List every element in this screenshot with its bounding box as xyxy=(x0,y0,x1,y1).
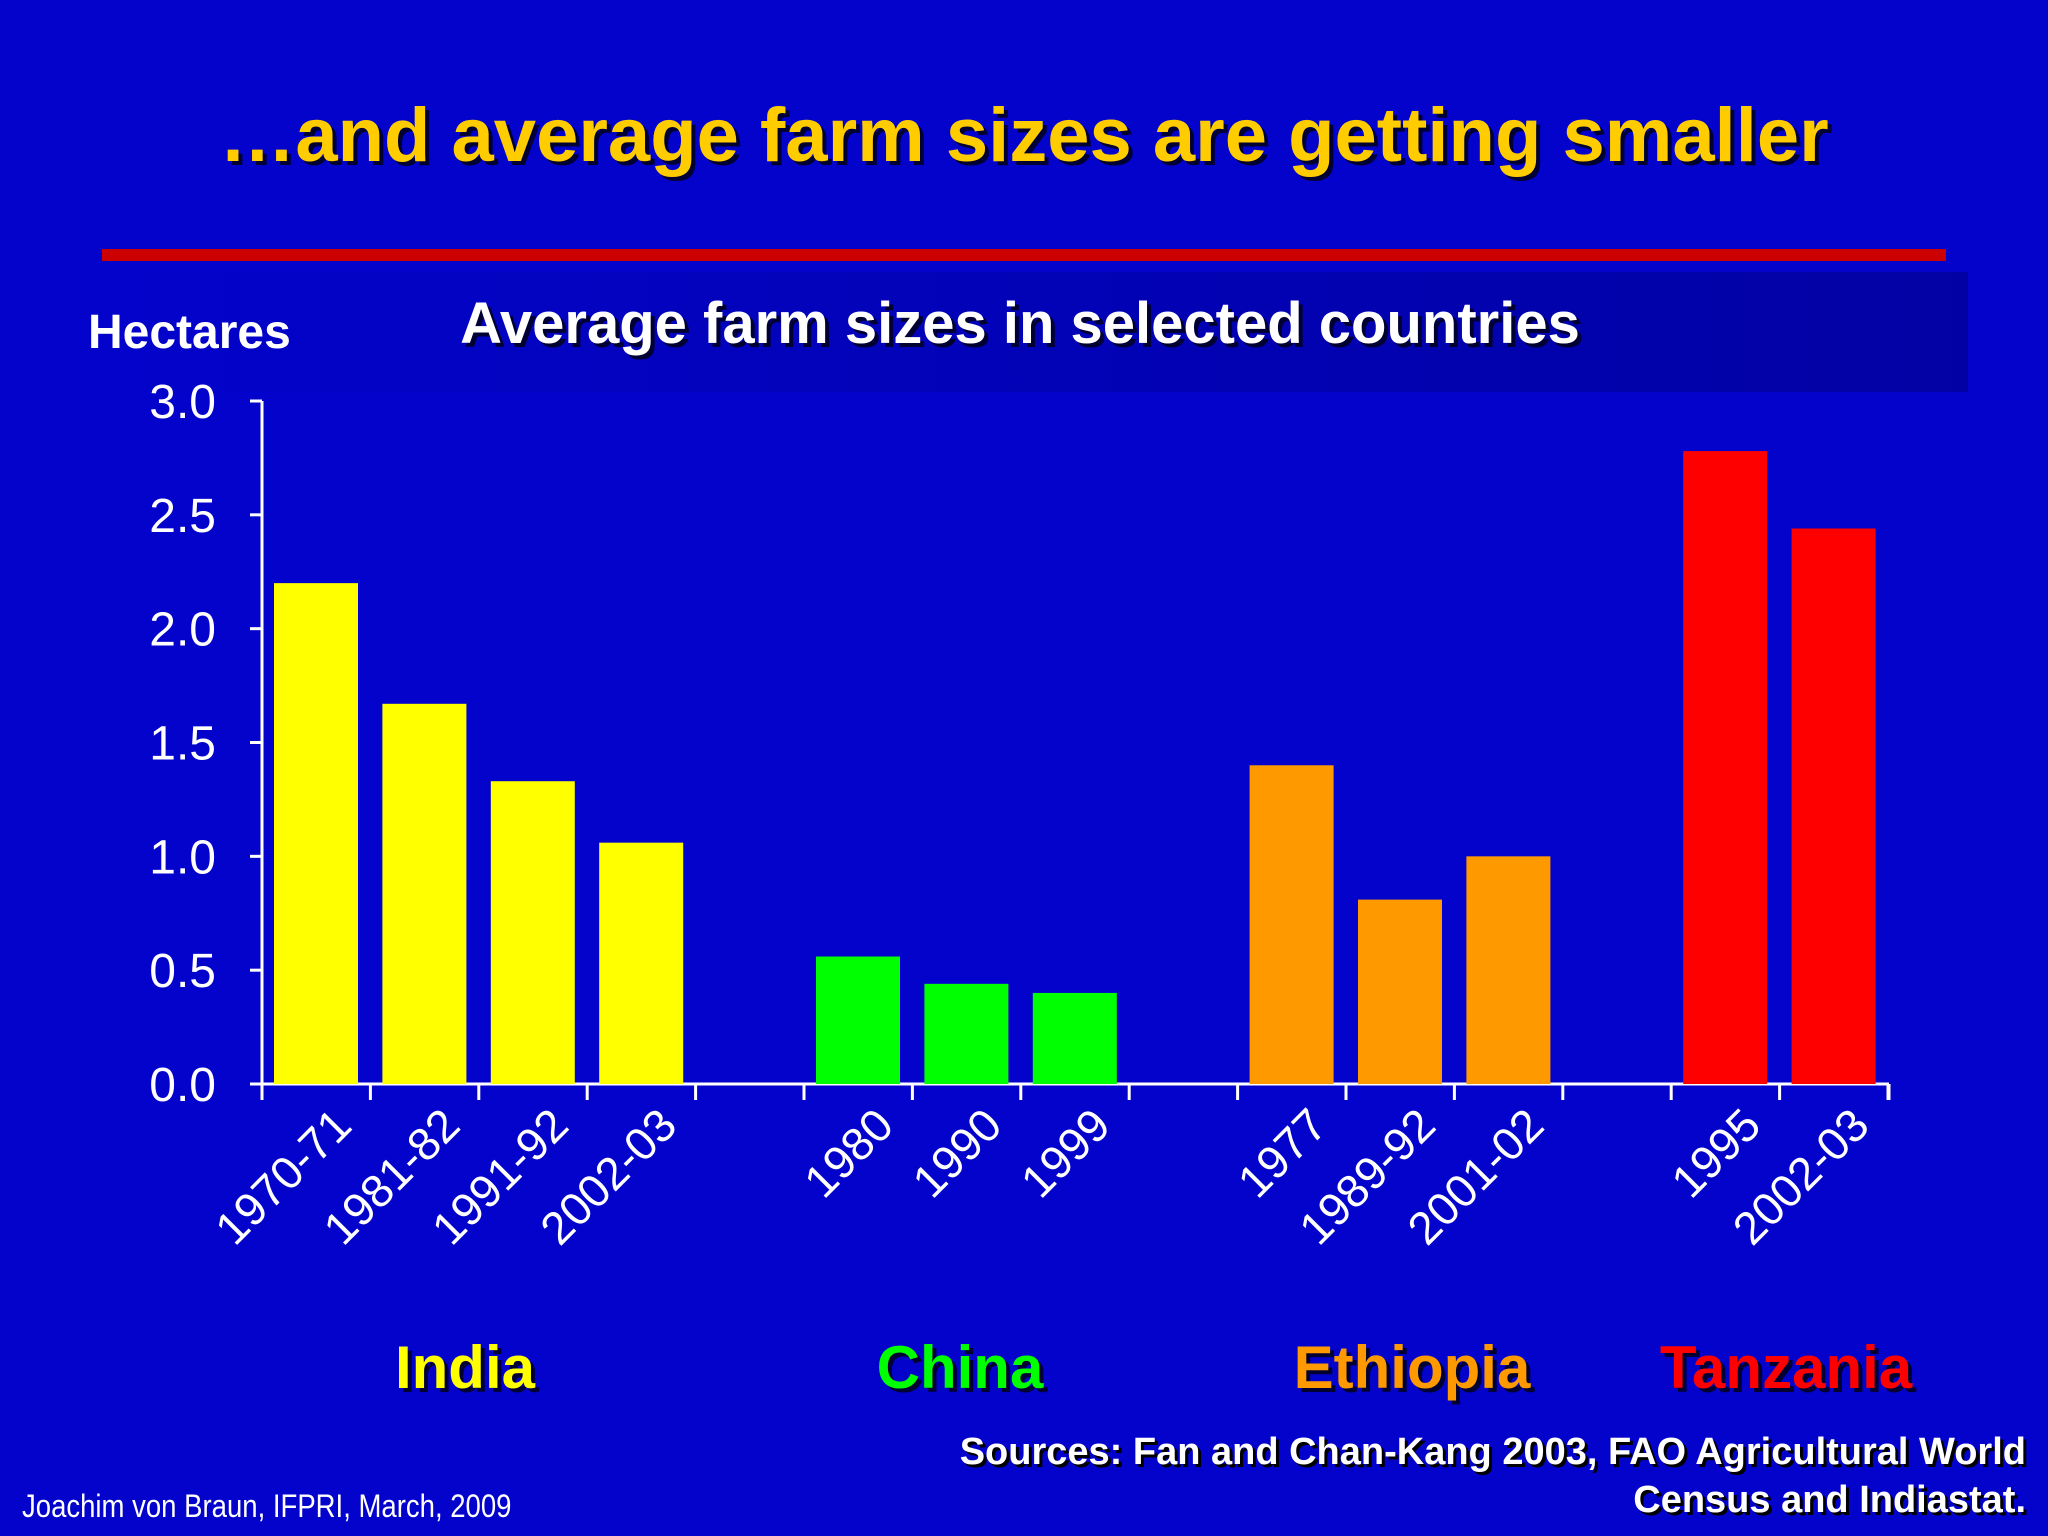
bar-china-1999 xyxy=(1032,992,1117,1084)
chart-bars xyxy=(274,451,1876,1084)
group-label-ethiopia: Ethiopia xyxy=(1293,1334,1531,1401)
title-divider xyxy=(102,249,1946,261)
bar-india-1970-71 xyxy=(274,583,358,1084)
chart-header-panel xyxy=(80,272,1968,392)
y-tick-label: 2.0 xyxy=(149,604,216,657)
y-tick-label: 0.0 xyxy=(149,1059,216,1112)
bar-ethiopia-2001-02 xyxy=(1466,856,1551,1084)
chart-axes: 0.0 0.5 1.0 1.5 2.0 2.5 3.0 xyxy=(149,376,1891,1112)
x-tick-label: 1999 xyxy=(1011,1098,1120,1207)
bar-india-1991-92 xyxy=(490,781,575,1084)
sources-line-1: Sources: Fan and Chan-Kang 2003, FAO Agr… xyxy=(959,1431,2026,1473)
y-tick-label: 0.5 xyxy=(149,945,216,998)
chart-title: Average farm sizes in selected countries xyxy=(460,291,1580,356)
slide-title: …and average farm sizes are getting smal… xyxy=(219,93,1829,178)
y-tick-label: 1.5 xyxy=(149,718,216,771)
bar-india-1981-82 xyxy=(382,703,467,1084)
y-tick-label: 1.0 xyxy=(149,831,216,884)
bar-china-1990 xyxy=(924,983,1009,1084)
bar-ethiopia-1977 xyxy=(1249,765,1334,1084)
sources-line-2: Census and Indiastat. xyxy=(1633,1479,2026,1521)
bar-tanzania-2002-03 xyxy=(1791,528,1876,1084)
bar-ethiopia-1989-92 xyxy=(1358,899,1442,1084)
x-tick-label: 1990 xyxy=(902,1098,1011,1207)
bar-india-2002-03 xyxy=(599,842,684,1084)
bar-china-1980 xyxy=(816,956,900,1084)
y-tick-label: 3.0 xyxy=(149,376,216,429)
y-tick-label: 2.5 xyxy=(149,490,216,543)
group-label-china: China xyxy=(876,1334,1044,1401)
group-label-india: India xyxy=(394,1334,535,1401)
x-tick-label: 1980 xyxy=(794,1098,903,1207)
sources-note: Sources: Fan and Chan-Kang 2003, FAO Agr… xyxy=(960,1428,2026,1524)
bar-tanzania-1995 xyxy=(1683,451,1768,1084)
y-axis-label: Hectares xyxy=(88,306,291,359)
author-credit: Joachim von Braun, IFPRI, March, 2009 xyxy=(22,1488,512,1524)
group-label-tanzania: Tanzania xyxy=(1659,1334,1913,1401)
